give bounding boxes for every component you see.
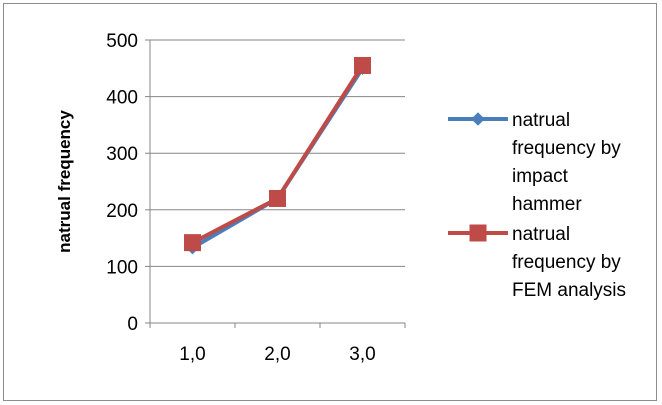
legend-entry-2: natrual frequency by FEM analysis xyxy=(448,224,626,301)
series-line xyxy=(191,64,365,245)
data-point xyxy=(354,56,371,74)
axes xyxy=(145,39,406,328)
series-line xyxy=(191,67,365,250)
legend: natrual frequency by impact hammer natrual fr… xyxy=(448,110,626,301)
x-tick-labels: 1,0 2,0 3,0 xyxy=(179,344,375,365)
y-axis-title: natrual frequency xyxy=(55,110,74,253)
y-tick-label: 500 xyxy=(106,31,138,52)
chart-frame xyxy=(3,3,657,401)
y-tick-label: 200 xyxy=(106,201,138,222)
y-tick-labels: 0 100 200 300 400 500 xyxy=(106,31,138,335)
data-series xyxy=(184,56,371,255)
series-2 xyxy=(184,56,371,252)
y-tick-label: 400 xyxy=(106,88,138,109)
legend-marker xyxy=(471,112,485,126)
data-point xyxy=(269,189,286,207)
x-tick-label: 2,0 xyxy=(264,344,290,365)
legend-label: natrual frequency by FEM analysis xyxy=(512,224,626,301)
gridlines xyxy=(150,39,405,267)
legend-label: natrual frequency by impact hammer xyxy=(512,110,621,215)
legend-entry-1: natrual frequency by impact hammer xyxy=(448,110,621,215)
y-tick-label: 300 xyxy=(106,144,138,165)
series-1 xyxy=(185,61,370,255)
legend-marker xyxy=(469,224,487,242)
y-tick-label: 100 xyxy=(106,257,138,278)
data-point xyxy=(184,234,201,252)
y-tick-label: 0 xyxy=(127,314,138,335)
x-tick-label: 1,0 xyxy=(179,344,205,365)
x-tick-label: 3,0 xyxy=(349,344,375,365)
